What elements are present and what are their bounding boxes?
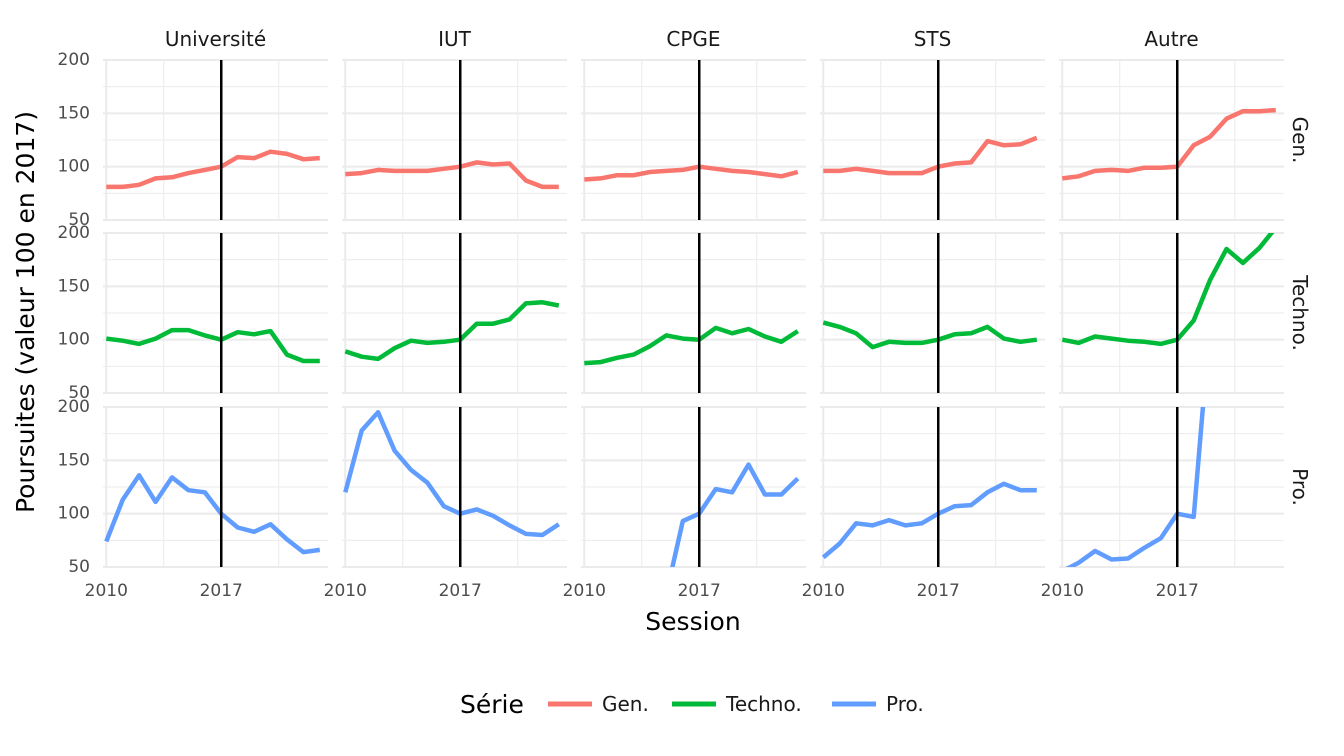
y-tick-label: 50 — [68, 557, 90, 577]
series-line-Pro.-CPGE — [670, 462, 800, 567]
legend-title: Série — [460, 690, 524, 719]
panel-grid-Pro.-IUT — [342, 406, 567, 568]
y-tick-label: 50 — [68, 210, 90, 230]
series-line-Techno.-Autre — [1061, 233, 1275, 347]
x-tick-label: 2017 — [1156, 581, 1199, 601]
facet-row-label: Techno. — [1288, 274, 1312, 351]
y-tick-label: 150 — [58, 450, 90, 470]
facet-column-label: Université — [165, 27, 266, 51]
facet-column-label: Autre — [1144, 27, 1198, 51]
x-tick-label: 2017 — [200, 581, 243, 601]
facet-column-label: STS — [914, 27, 952, 51]
series-line-Gen.-CPGE — [584, 164, 799, 182]
panel-grid-Gen.-Autre — [1059, 59, 1284, 221]
series-line-Gen.-Université — [106, 149, 320, 190]
panel-grid-Techno.-IUT — [342, 232, 567, 394]
series-line-Techno.-STS — [822, 320, 1038, 350]
x-tick-label: 2017 — [678, 581, 721, 601]
y-tick-label: 150 — [58, 276, 90, 296]
y-axis-title: Poursuites (valeur 100 en 2017) — [11, 111, 40, 513]
series-line-Gen.-IUT — [345, 160, 559, 190]
series-line-Gen.-Autre — [1062, 107, 1276, 181]
panel-grid-Pro.-Autre — [1059, 406, 1284, 568]
panel-grid-Gen.-CPGE — [581, 59, 806, 221]
y-tick-label: 100 — [58, 504, 90, 524]
panel-grid-Techno.-CPGE — [581, 232, 806, 394]
legend-label: Pro. — [886, 692, 924, 716]
x-tick-label: 2017 — [439, 581, 482, 601]
series-line-Pro.-IUT — [343, 410, 561, 538]
panel-grid-Gen.-Université — [103, 59, 328, 221]
facet-row-label: Gen. — [1288, 117, 1312, 164]
y-tick-label: 100 — [58, 157, 90, 177]
y-tick-label: 50 — [68, 383, 90, 403]
series-line-Pro.-STS — [821, 481, 1037, 560]
x-tick-label: 2010 — [85, 581, 128, 601]
panel-grid-Pro.-CPGE — [581, 406, 806, 568]
panel-grid-Gen.-IUT — [342, 59, 567, 221]
series-line-Techno.-CPGE — [584, 325, 800, 366]
series-line-Pro.-Université — [104, 473, 321, 555]
x-tick-label: 2010 — [563, 581, 606, 601]
y-tick-label: 200 — [58, 50, 90, 70]
series-line-Techno.-IUT — [344, 300, 560, 362]
series-line-Gen.-STS — [823, 135, 1038, 176]
x-tick-label: 2017 — [917, 581, 960, 601]
y-tick-label: 150 — [58, 103, 90, 123]
y-tick-label: 200 — [58, 397, 90, 417]
legend-label: Gen. — [602, 692, 649, 716]
y-tick-label: 200 — [58, 223, 90, 243]
y-tick-label: 100 — [58, 330, 90, 350]
x-tick-label: 2010 — [1041, 581, 1084, 601]
series-line-Techno.-Université — [106, 327, 320, 364]
panel-grid-Techno.-Université — [103, 232, 328, 394]
x-tick-label: 2010 — [802, 581, 845, 601]
facet-column-label: IUT — [438, 27, 472, 51]
panel-grid-Gen.-STS — [820, 59, 1045, 221]
panel-grid-Techno.-STS — [820, 232, 1045, 394]
x-axis-title: Session — [645, 607, 740, 636]
legend-label: Techno. — [725, 692, 802, 716]
facet-row-label: Pro. — [1288, 468, 1312, 506]
facet-column-label: CPGE — [666, 27, 720, 51]
series-line-Pro.-Autre — [1065, 407, 1206, 567]
x-tick-label: 2010 — [324, 581, 367, 601]
